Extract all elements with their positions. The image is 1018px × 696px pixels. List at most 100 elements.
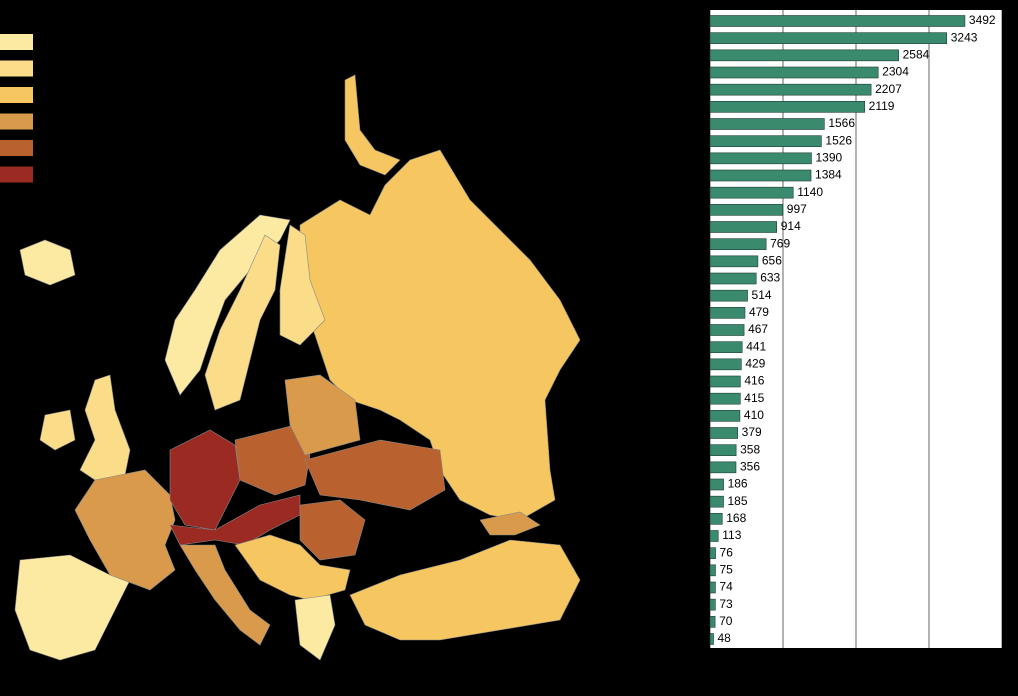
bar <box>709 238 767 250</box>
value-label: 997 <box>787 202 807 216</box>
value-label: 1384 <box>815 168 842 182</box>
legend-swatch <box>0 60 33 77</box>
value-label: 656 <box>762 254 782 268</box>
value-label: 186 <box>728 477 748 491</box>
region-germany <box>169 429 241 531</box>
region-kola <box>344 74 401 176</box>
bar <box>709 444 737 456</box>
region-france <box>74 469 176 591</box>
legend-swatch <box>0 34 33 50</box>
region-iberia <box>14 554 131 661</box>
value-label: 2304 <box>882 65 909 79</box>
bar <box>709 461 737 474</box>
legend <box>0 34 33 183</box>
bar <box>709 547 716 559</box>
value-label: 1566 <box>828 116 855 130</box>
bar <box>709 307 746 319</box>
value-label: 379 <box>742 425 762 439</box>
bar <box>709 581 716 594</box>
region-italy <box>179 544 271 646</box>
bar <box>709 221 778 233</box>
value-label: 429 <box>745 357 765 371</box>
region-alps <box>169 494 301 546</box>
value-label: 769 <box>770 236 790 250</box>
region-greece <box>294 594 336 661</box>
value-label: 410 <box>744 408 764 422</box>
value-label: 76 <box>720 545 734 559</box>
bar <box>709 513 723 525</box>
bar <box>709 598 716 611</box>
legend-swatch <box>0 113 33 130</box>
value-label: 48 <box>718 631 732 645</box>
bar <box>709 118 825 130</box>
bar <box>709 66 879 79</box>
bar <box>709 169 812 182</box>
bar <box>709 633 714 645</box>
bar <box>709 564 716 577</box>
bar-chart: 3492 3243 2584 2304 2207 2119 1566 1526 1390 1384… <box>709 10 1003 648</box>
value-label: 356 <box>740 460 760 474</box>
bar <box>709 324 745 336</box>
region-romania <box>299 499 366 561</box>
bar <box>709 375 741 388</box>
bar <box>709 358 742 371</box>
value-label: 415 <box>744 391 764 405</box>
value-label: 2584 <box>903 48 930 62</box>
bar <box>709 392 741 405</box>
region-balkans <box>234 534 351 601</box>
bar <box>709 49 899 62</box>
legend-swatch <box>0 140 33 156</box>
bar <box>709 135 822 147</box>
legend-swatch <box>0 87 33 103</box>
bar <box>709 152 812 165</box>
bar <box>709 289 748 302</box>
value-label: 514 <box>752 288 772 302</box>
value-label: 113 <box>722 528 741 542</box>
value-label: 168 <box>726 511 746 525</box>
bar <box>709 427 738 439</box>
value-label: 358 <box>740 442 760 456</box>
bar <box>709 272 757 285</box>
value-label: 74 <box>719 580 733 594</box>
region-ukraine <box>304 439 446 511</box>
region-belarus-baltics <box>284 374 361 456</box>
bar <box>709 341 743 353</box>
value-label: 2119 <box>869 99 895 113</box>
value-label: 441 <box>746 339 766 353</box>
value-label: 3243 <box>951 30 978 44</box>
value-label: 75 <box>719 563 733 577</box>
bar <box>709 83 872 96</box>
region-turkey <box>349 539 581 641</box>
map <box>14 74 581 661</box>
bar <box>709 478 724 491</box>
region-caucasus <box>479 511 541 536</box>
bar <box>709 32 948 44</box>
region-uk <box>79 374 131 481</box>
bar <box>709 616 716 628</box>
bar <box>709 495 724 508</box>
value-label: 1526 <box>825 133 852 147</box>
region-sweden <box>204 234 281 411</box>
value-label: 633 <box>760 271 780 285</box>
value-label: 479 <box>749 305 769 319</box>
value-label: 185 <box>728 494 748 508</box>
bar <box>709 204 784 216</box>
value-label: 467 <box>748 322 768 336</box>
value-label: 914 <box>781 219 801 233</box>
region-finland <box>279 224 326 346</box>
legend-swatch <box>0 166 33 183</box>
bar <box>709 410 741 422</box>
value-label: 1390 <box>815 151 842 165</box>
value-label: 70 <box>719 614 733 628</box>
bar <box>709 255 759 268</box>
value-label: 3492 <box>969 13 996 27</box>
region-ireland <box>39 409 76 451</box>
region-iceland <box>19 239 76 286</box>
bar <box>709 530 719 542</box>
bar <box>709 101 865 113</box>
value-label: 73 <box>719 597 733 611</box>
bar <box>709 15 966 27</box>
value-label: 416 <box>744 374 764 388</box>
